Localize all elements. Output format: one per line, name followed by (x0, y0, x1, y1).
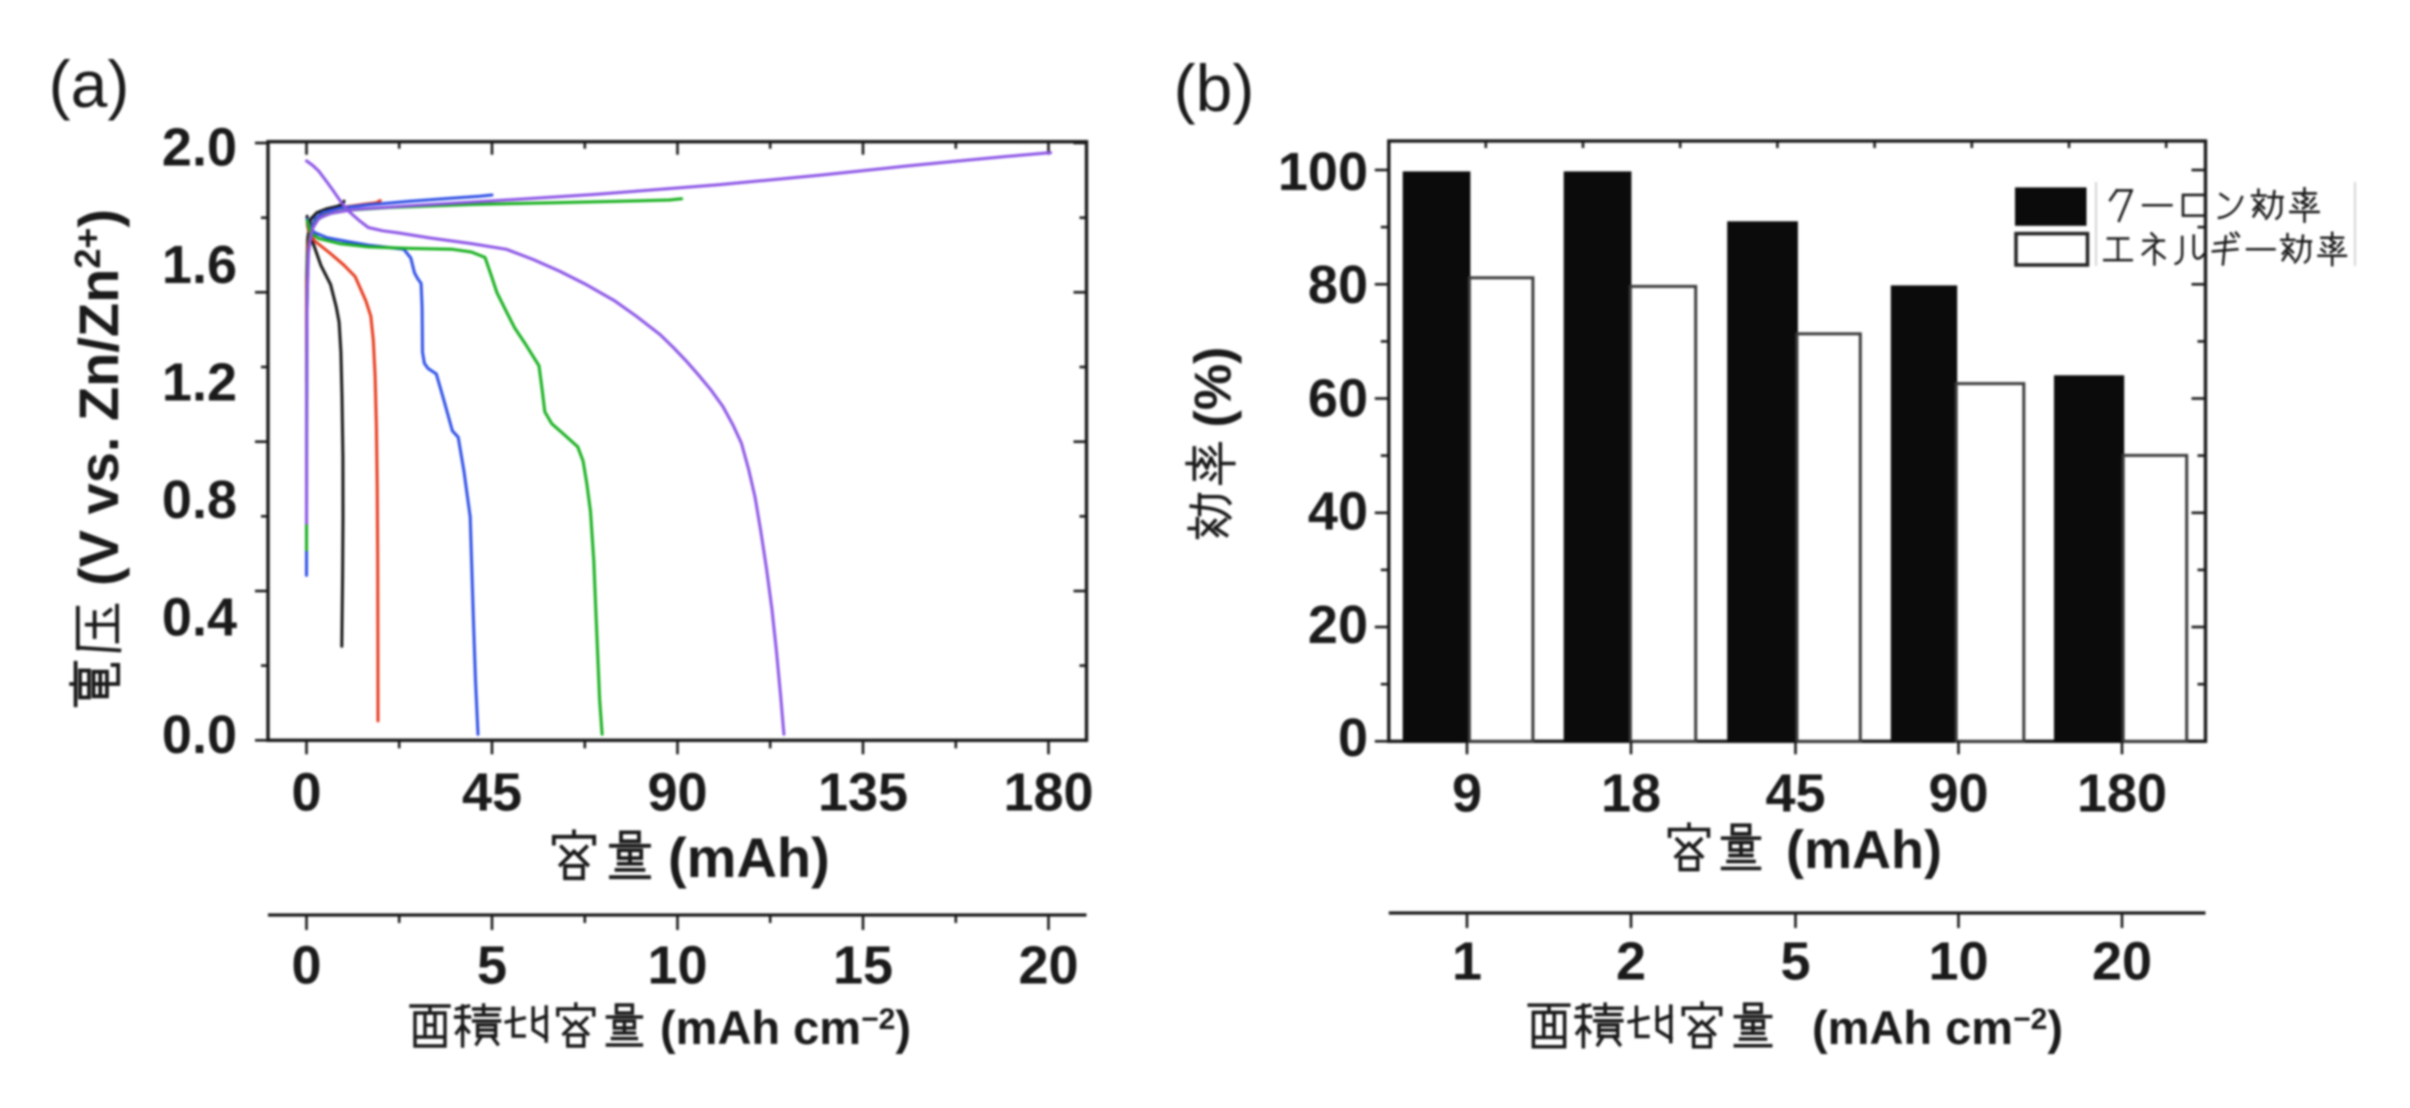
svg-text:5: 5 (1780, 932, 1810, 992)
svg-text:1.2: 1.2 (162, 353, 237, 413)
svg-text:(mAh cm−2): (mAh cm−2) (1812, 1001, 2063, 1054)
svg-text:90: 90 (647, 763, 707, 823)
svg-text:180: 180 (2077, 764, 2167, 824)
svg-text:20: 20 (1018, 936, 1078, 996)
svg-text:80: 80 (1308, 255, 1368, 315)
svg-text:0.4: 0.4 (162, 588, 237, 648)
svg-text:5: 5 (477, 936, 507, 996)
svg-text:(b): (b) (1174, 51, 1255, 125)
svg-text:(a): (a) (49, 47, 130, 121)
svg-text:45: 45 (462, 763, 522, 823)
svg-text:135: 135 (818, 763, 908, 823)
svg-text:180: 180 (1003, 763, 1093, 823)
svg-text:0: 0 (1338, 708, 1368, 768)
svg-text:(mAh): (mAh) (1786, 820, 1942, 880)
svg-text:(V vs. Zn/Zn2+): (V vs. Zn/Zn2+) (67, 209, 130, 586)
svg-text:15: 15 (833, 936, 893, 996)
svg-text:20: 20 (2092, 932, 2152, 992)
svg-text:45: 45 (1765, 764, 1825, 824)
svg-text:0.0: 0.0 (162, 705, 237, 765)
svg-text:1: 1 (1452, 932, 1482, 992)
svg-text:9: 9 (1452, 764, 1482, 824)
svg-text:1.6: 1.6 (162, 235, 237, 295)
svg-text:10: 10 (647, 936, 707, 996)
svg-text:0: 0 (291, 763, 321, 823)
svg-text:20: 20 (1308, 595, 1368, 655)
svg-text:2: 2 (1616, 932, 1646, 992)
svg-text:10: 10 (1928, 932, 1988, 992)
svg-text:60: 60 (1308, 368, 1368, 428)
svg-text:90: 90 (1928, 764, 1988, 824)
svg-text:18: 18 (1601, 764, 1661, 824)
svg-text:2.0: 2.0 (162, 118, 237, 178)
svg-text:100: 100 (1278, 142, 1368, 202)
svg-text:0.8: 0.8 (162, 470, 237, 530)
svg-text:(mAh): (mAh) (668, 826, 830, 889)
svg-text:40: 40 (1308, 482, 1368, 542)
svg-text:0: 0 (291, 936, 321, 996)
svg-text:(mAh cm−2): (mAh cm−2) (660, 1001, 911, 1054)
svg-text:(%): (%) (1185, 347, 1243, 428)
